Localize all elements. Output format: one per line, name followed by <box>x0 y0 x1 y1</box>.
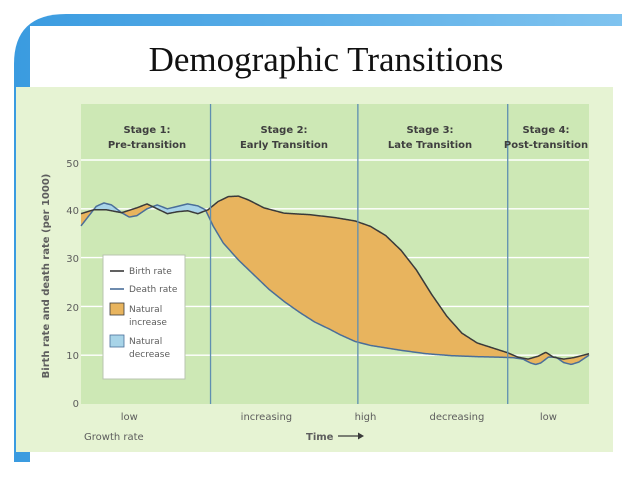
natural-decrease-area <box>152 203 206 214</box>
natural-increase-area <box>121 203 154 217</box>
legend-death-label: Death rate <box>129 285 178 295</box>
stage-1-subtitle: Pre-transition <box>108 140 186 151</box>
legend-decrease-label-2: decrease <box>129 350 170 360</box>
growth-rate-label: low <box>121 412 138 423</box>
legend-birth-label: Birth rate <box>129 267 172 277</box>
legend-increase-label: Natural <box>129 305 162 315</box>
rate-lines <box>80 195 590 366</box>
stage-4-subtitle: Post-transition <box>504 140 588 151</box>
growth-rate-label: increasing <box>241 412 292 423</box>
stage-4-header: Stage 4: Post-transition <box>504 125 588 151</box>
stage-1-title: Stage 1: <box>123 125 170 136</box>
y-tick-label: 10 <box>66 351 79 362</box>
slide-title: Demographic Transitions <box>148 40 504 79</box>
growth-rate-label: low <box>540 412 557 423</box>
y-tick-label: 30 <box>66 254 79 265</box>
y-tick-label: 0 <box>73 399 79 410</box>
stage-dividers <box>209 104 509 404</box>
x-axis-arrow <box>338 432 364 440</box>
legend-decrease-label: Natural <box>129 337 162 347</box>
legend-decrease-swatch <box>109 334 125 348</box>
stage-1-header: Stage 1: Pre-transition <box>108 125 186 151</box>
stage-header-band <box>81 104 589 160</box>
stage-4-title: Stage 4: <box>522 125 569 136</box>
growth-rate-label: high <box>355 412 377 423</box>
y-axis-ticks: 0 10 20 30 40 50 <box>66 159 79 410</box>
stage-2-header: Stage 2: Early Transition <box>240 125 328 151</box>
legend-increase-label-2: increase <box>129 318 167 328</box>
stage-3-title: Stage 3: <box>406 125 453 136</box>
stage-2-subtitle: Early Transition <box>240 140 328 151</box>
legend: Birth rate Death rate Natural increase N… <box>102 254 186 380</box>
growth-rate-label: decreasing <box>429 412 484 423</box>
stage-3-header: Stage 3: Late Transition <box>388 125 472 151</box>
y-tick-label: 50 <box>66 159 79 170</box>
birth-rate-line <box>80 195 590 360</box>
legend-box <box>102 254 186 380</box>
legend-increase-swatch <box>109 302 125 316</box>
y-axis-label: Birth rate and death rate (per 1000) <box>41 174 52 379</box>
stage-2-title: Stage 2: <box>260 125 307 136</box>
death-rate-line <box>80 202 590 366</box>
y-tick-label: 20 <box>66 303 79 314</box>
stage-3-subtitle: Late Transition <box>388 140 472 151</box>
growth-rate-title: Growth rate <box>84 432 144 443</box>
x-axis-label: Time <box>306 432 334 443</box>
y-tick-label: 40 <box>66 206 79 217</box>
growth-rate-labels: low increasing high decreasing low <box>121 412 557 423</box>
natural-increase-area <box>204 196 555 365</box>
demographic-transition-chart: Stage 1: Pre-transition Stage 2: Early T… <box>16 87 613 452</box>
